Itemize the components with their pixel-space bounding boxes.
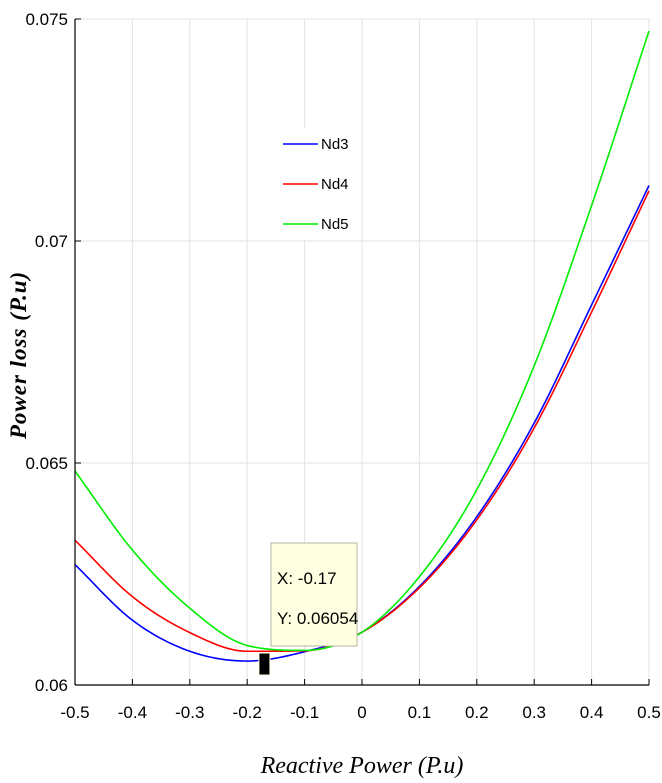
y-axis-label: Power loss (P.u) <box>6 271 31 440</box>
x-tick-label-0: -0.5 <box>60 703 89 722</box>
axis-ticks: -0.5 -0.4 -0.3 -0.2 -0.1 0 0.1 0.2 0.3 0.4 0.5 0.06… <box>25 10 660 722</box>
series-line-nd5[interactable] <box>74 30 650 652</box>
x-tick-label-9: 0.4 <box>580 703 604 722</box>
x-tick-label-2: -0.3 <box>175 703 204 722</box>
x-tick-label-3: -0.2 <box>233 703 262 722</box>
x-tick-label-1: -0.4 <box>118 703 147 722</box>
x-tick-label-4: -0.1 <box>290 703 319 722</box>
y-tick-label-2: 0.07 <box>35 232 68 251</box>
y-tick-label-3: 0.075 <box>25 10 68 29</box>
datatip[interactable]: X: -0.17 Y: 0.06054 <box>258 542 358 676</box>
legend-label-nd4: Nd4 <box>321 176 349 193</box>
datatip-x-text: X: -0.17 <box>277 569 337 588</box>
x-tick-label-10: 0.5 <box>637 703 661 722</box>
datatip-marker[interactable] <box>258 652 271 676</box>
legend-label-nd5: Nd5 <box>321 216 349 233</box>
legend-label-nd3: Nd3 <box>321 136 349 153</box>
datatip-y-text: Y: 0.06054 <box>277 609 358 628</box>
curves <box>74 30 650 662</box>
grid-lines <box>74 18 650 686</box>
datatip-box <box>270 542 358 647</box>
x-tick-label-6: 0.1 <box>408 703 432 722</box>
x-tick-label-8: 0.3 <box>522 703 546 722</box>
legend[interactable]: Nd3 Nd4 Nd5 <box>277 128 354 240</box>
y-tick-label-1: 0.065 <box>25 454 68 473</box>
x-tick-label-7: 0.2 <box>465 703 489 722</box>
x-tick-label-5: 0 <box>357 703 366 722</box>
x-axis-label: Reactive Power (P.u) <box>260 753 464 779</box>
y-tick-label-0: 0.06 <box>35 676 68 695</box>
